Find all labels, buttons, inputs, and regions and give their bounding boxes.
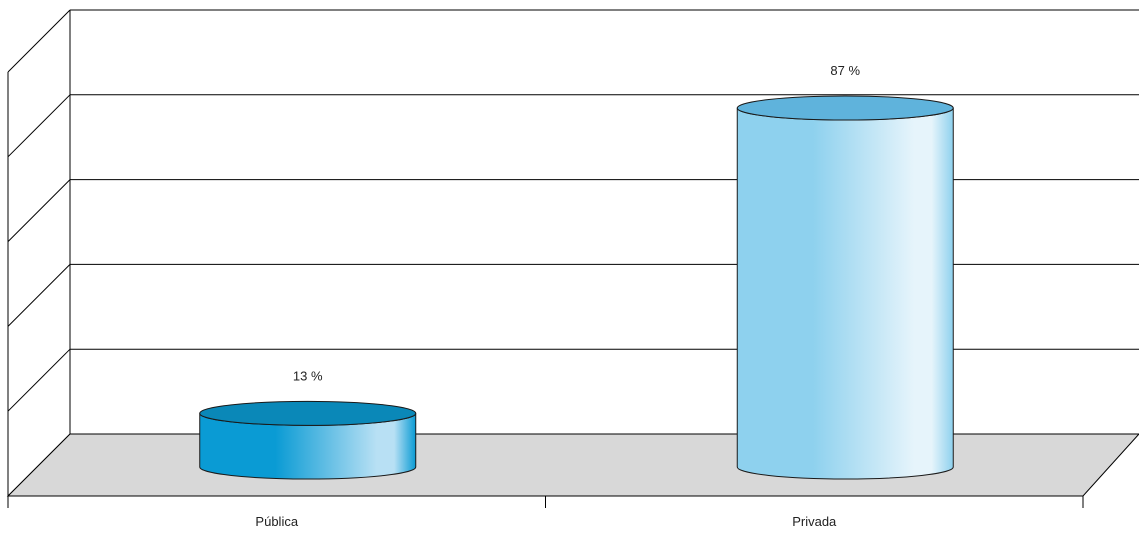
data-label: 87 % xyxy=(830,63,860,78)
bar-pblica xyxy=(199,400,417,480)
gridline-side xyxy=(7,348,71,412)
bar-top xyxy=(736,95,954,121)
bar-top xyxy=(199,400,417,426)
bar-body xyxy=(736,107,954,480)
data-label: 13 % xyxy=(293,368,323,383)
chart-floor xyxy=(6,433,1139,497)
gridline-side xyxy=(7,179,71,242)
gridline-side xyxy=(7,9,71,73)
gridline-side xyxy=(7,94,71,158)
bar-privada xyxy=(736,95,954,480)
gridline-side xyxy=(7,264,71,327)
category-label: Pública xyxy=(255,514,298,529)
category-label: Privada xyxy=(792,514,837,529)
